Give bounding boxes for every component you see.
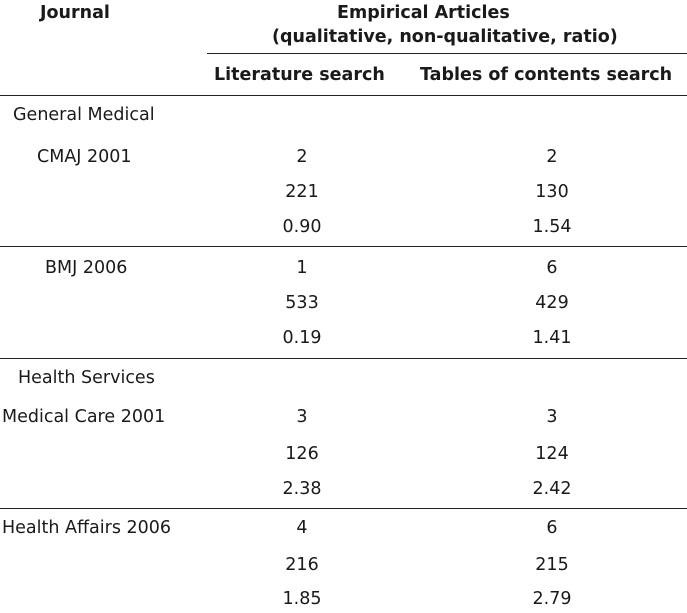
empirical-articles-header: Empirical Articles bbox=[337, 3, 510, 23]
journal-name: Medical Care 2001 bbox=[2, 407, 166, 427]
lit-value: 0.19 bbox=[282, 328, 322, 348]
journal-column-header: Journal bbox=[40, 3, 110, 23]
lit-value: 126 bbox=[285, 444, 319, 464]
header-bottom-rule bbox=[0, 95, 687, 96]
journal-name: BMJ 2006 bbox=[45, 258, 128, 278]
toc-value: 2.42 bbox=[532, 479, 572, 499]
lit-value: 2 bbox=[296, 147, 308, 167]
empirical-articles-subheader: (qualitative, non-qualitative, ratio) bbox=[272, 27, 618, 47]
toc-value: 2 bbox=[546, 147, 558, 167]
toc-value: 130 bbox=[535, 182, 569, 202]
section-divider bbox=[0, 358, 687, 359]
toc-value: 6 bbox=[546, 258, 558, 278]
toc-value: 3 bbox=[546, 407, 558, 427]
toc-search-header: Tables of contents search bbox=[420, 65, 673, 85]
lit-value: 1 bbox=[296, 258, 308, 278]
lit-value: 216 bbox=[285, 555, 319, 575]
lit-value: 2.38 bbox=[282, 479, 322, 499]
toc-value: 1.41 bbox=[532, 328, 572, 348]
toc-value: 1.54 bbox=[532, 217, 572, 237]
toc-value: 429 bbox=[535, 293, 569, 313]
lit-value: 3 bbox=[296, 407, 308, 427]
lit-value: 533 bbox=[285, 293, 319, 313]
toc-value: 2.79 bbox=[532, 589, 572, 609]
toc-value: 124 bbox=[535, 444, 569, 464]
journal-name: CMAJ 2001 bbox=[37, 147, 132, 167]
literature-search-header: Literature search bbox=[214, 65, 385, 85]
section-label-general-medical: General Medical bbox=[13, 105, 155, 125]
toc-value: 215 bbox=[535, 555, 569, 575]
toc-value: 6 bbox=[546, 518, 558, 538]
lit-value: 4 bbox=[296, 518, 308, 538]
header-subrule bbox=[207, 53, 687, 54]
lit-value: 0.90 bbox=[282, 217, 322, 237]
section-label-health-services: Health Services bbox=[18, 368, 155, 388]
lit-value: 1.85 bbox=[282, 589, 322, 609]
row-divider bbox=[0, 246, 687, 247]
lit-value: 221 bbox=[285, 182, 319, 202]
row-divider bbox=[0, 508, 687, 509]
journal-name: Health Affairs 2006 bbox=[2, 518, 172, 538]
